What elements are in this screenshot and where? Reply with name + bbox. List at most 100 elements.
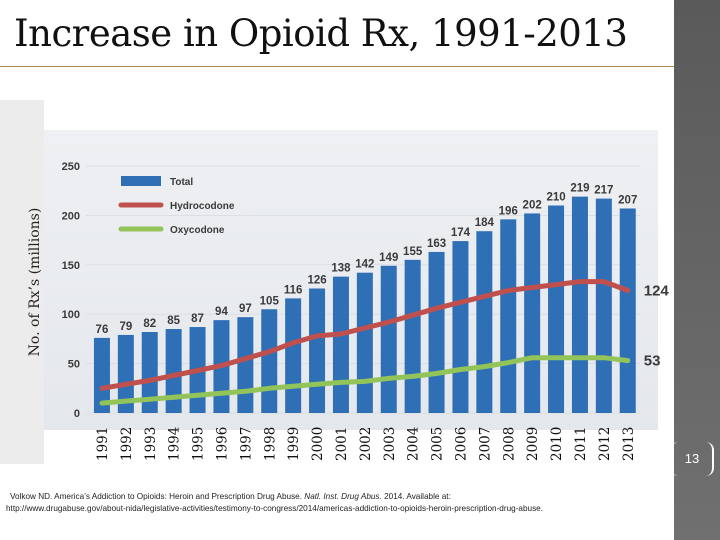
point-hydrocodone-2003 [387,320,391,324]
x-tick-label-1995: 1995 [191,427,207,461]
point-oxycodone-2007 [482,365,486,369]
data-label-1993: 82 [143,318,156,330]
point-oxycodone-1999 [291,384,295,388]
legend: Total Hydrocodone Oxycodone [118,176,235,236]
point-hydrocodone-2012 [602,280,606,284]
x-tick-label-2011: 2011 [573,427,589,461]
point-oxycodone-1996 [219,391,223,395]
x-tick-label-2004: 2004 [406,427,422,461]
y-axis-label: No. of Rx’s (millions) [27,208,43,357]
data-label-1995: 87 [191,313,204,325]
bar-total-2008 [500,219,517,413]
point-oxycodone-2009 [530,356,534,360]
point-hydrocodone-2009 [530,286,534,290]
data-label-2013: 207 [618,194,637,206]
data-label-2010: 210 [546,192,565,204]
data-label-2008: 196 [499,205,518,217]
citation-url[interactable]: http://www.drugabuse.gov/about-nida/legi… [6,504,544,513]
y-tick-label: 150 [62,260,80,272]
point-hydrocodone-2006 [458,300,462,304]
bar-total-2010 [548,205,565,413]
point-hydrocodone-1997 [243,357,247,361]
data-label-layer: 76 79 82 85 87 94 97 105 116 126 138 142 149 155 163 17… [96,183,670,370]
bar-total-2006 [452,241,469,413]
point-oxycodone-2004 [411,374,415,378]
point-hydrocodone-2000 [315,334,319,338]
x-tick-label-1997: 1997 [238,427,254,461]
page-number: 13 [670,442,714,476]
bar-total-2002 [356,272,373,413]
point-hydrocodone-2004 [411,313,415,317]
bar-total-1999 [285,298,302,413]
data-label-1991: 76 [96,324,109,336]
y-tick-label: 250 [62,161,80,173]
legend-label-oxycodone: Oxycodone [170,225,225,236]
point-hydrocodone-2010 [554,283,558,287]
point-oxycodone-1994 [172,395,176,399]
data-label-1999: 116 [284,284,303,296]
citation-journal: Natl. Inst. Drug Abus. [304,492,382,501]
data-label-1992: 79 [119,321,132,333]
point-oxycodone-2013 [626,359,630,363]
y-tick-label: 200 [62,210,80,222]
tick-layer: 0 50 100 150 200 250 1991 1992 1993 1994 1995 1996 1… [62,161,637,461]
x-tick-label-2009: 2009 [525,427,541,461]
data-label-2012: 217 [594,185,613,197]
x-tick-label-2000: 2000 [310,427,326,461]
point-oxycodone-1992 [124,399,128,403]
bar-total-2003 [380,265,397,413]
bar-total-1993 [141,331,158,413]
point-hydrocodone-2008 [506,288,510,292]
x-tick-label-1994: 1994 [167,427,183,461]
data-label-2011: 219 [570,183,589,195]
data-label-1994: 85 [167,315,180,327]
bar-total-2001 [332,276,349,413]
legend-label-total: Total [170,177,193,188]
x-tick-label-1992: 1992 [119,427,135,461]
bar-total-2007 [476,231,493,413]
point-hydrocodone-1991 [100,386,104,390]
point-oxycodone-2001 [339,380,343,384]
x-tick-label-2006: 2006 [453,427,469,461]
x-tick-label-1999: 1999 [286,427,302,461]
x-tick-label-1996: 1996 [214,427,230,461]
point-hydrocodone-2013 [626,288,630,292]
point-hydrocodone-1993 [148,378,152,382]
point-oxycodone-1991 [100,401,104,405]
data-label-1997: 97 [239,303,252,315]
legend-label-hydrocodone: Hydrocodone [170,201,235,212]
point-hydrocodone-2002 [363,326,367,330]
point-oxycodone-1993 [148,397,152,401]
point-oxycodone-2003 [387,376,391,380]
citation-text: Volkow ND. America’s Addiction to Opioid… [10,492,303,501]
bar-total-2011 [571,196,588,413]
point-oxycodone-2002 [363,379,367,383]
x-tick-label-2005: 2005 [430,427,446,461]
data-label-2007: 184 [475,217,495,229]
data-label-2003: 149 [379,252,398,264]
bar-total-1997 [237,317,254,413]
x-tick-label-2010: 2010 [549,427,565,461]
data-label-2005: 163 [427,238,446,250]
x-tick-label-1993: 1993 [143,427,159,461]
x-tick-label-2008: 2008 [501,427,517,461]
point-oxycodone-1995 [196,393,200,397]
end-label-hydrocodone: 124 [644,282,670,299]
slide-title: Increase in Opioid Rx, 1991-2013 [14,12,628,55]
point-oxycodone-2008 [506,361,510,365]
point-hydrocodone-1995 [196,369,200,373]
y-tick-label: 50 [68,359,80,371]
point-oxycodone-2010 [554,356,558,360]
point-oxycodone-1997 [243,389,247,393]
point-hydrocodone-1998 [267,350,271,354]
point-hydrocodone-2005 [435,306,439,310]
data-label-2001: 138 [331,263,351,275]
data-label-2000: 126 [307,275,326,287]
bar-total-1998 [261,309,278,413]
bar-total-2004 [404,259,421,413]
data-label-2002: 142 [355,259,374,271]
bar-total-1991 [93,337,110,413]
point-oxycodone-2000 [315,382,319,386]
bar-total-2005 [428,251,445,413]
x-tick-label-2012: 2012 [597,427,613,461]
